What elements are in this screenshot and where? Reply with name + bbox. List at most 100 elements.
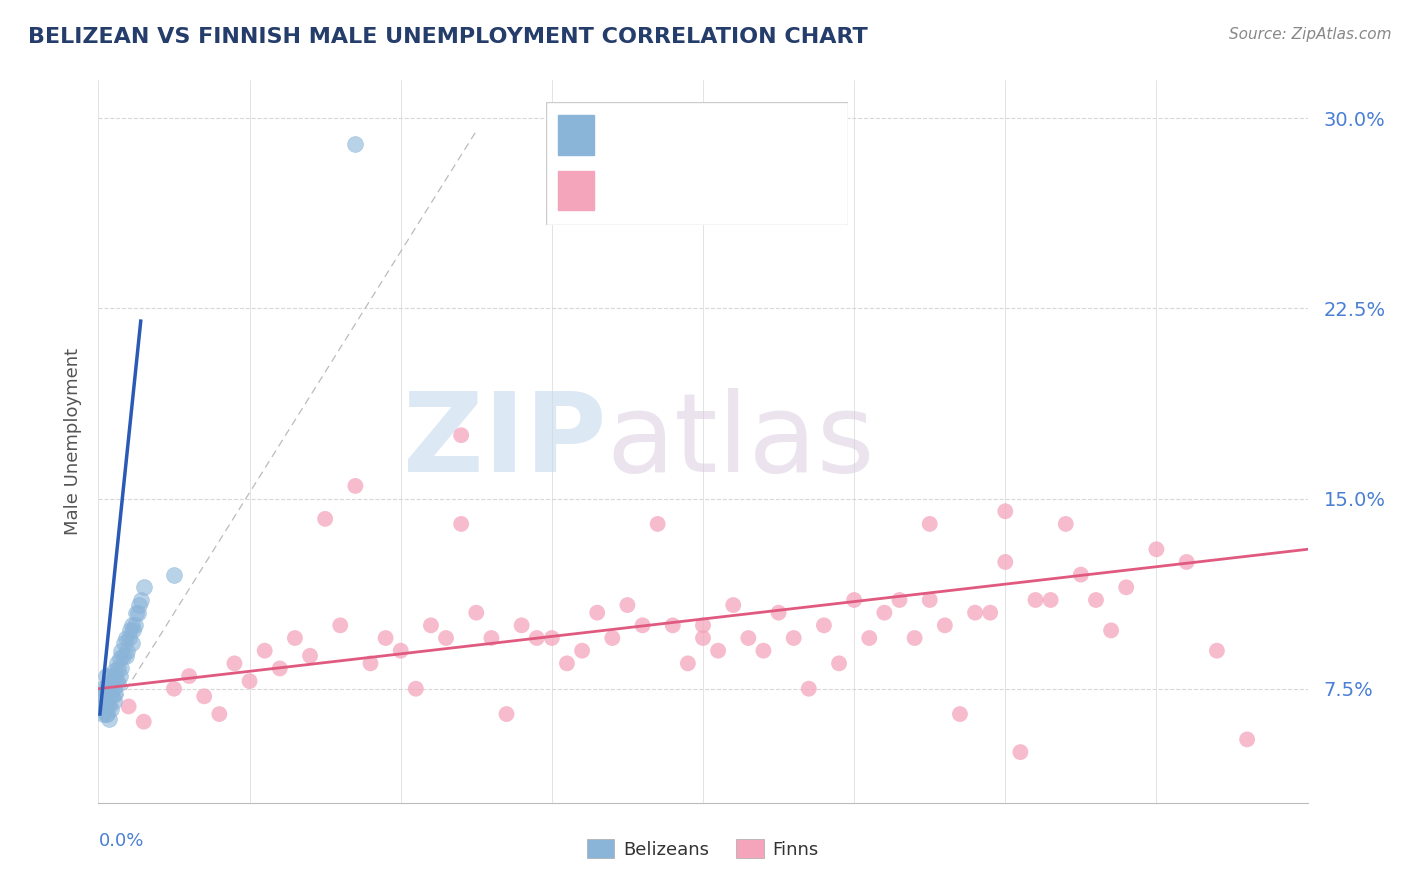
Point	[114, 648, 136, 663]
Point	[103, 694, 125, 708]
Point	[481, 631, 503, 645]
Point	[450, 516, 472, 531]
Point	[104, 669, 127, 683]
Text: atlas: atlas	[606, 388, 875, 495]
Point	[540, 631, 562, 645]
Point	[100, 669, 122, 683]
Point	[118, 699, 141, 714]
Point	[510, 618, 533, 632]
Point	[723, 598, 745, 612]
Point	[103, 664, 125, 678]
Point	[115, 643, 138, 657]
Point	[125, 606, 148, 620]
Point	[450, 428, 472, 442]
Point	[586, 606, 609, 620]
Y-axis label: Male Unemployment: Male Unemployment	[63, 348, 82, 535]
Point	[91, 694, 114, 708]
Point	[94, 684, 117, 698]
Point	[918, 516, 941, 531]
Point	[1039, 593, 1062, 607]
Point	[844, 593, 866, 607]
Point	[495, 707, 517, 722]
Point	[994, 555, 1017, 569]
Point	[105, 674, 128, 689]
Point	[239, 674, 262, 689]
Point	[314, 512, 336, 526]
Point	[676, 657, 699, 671]
Point	[132, 714, 155, 729]
Point	[163, 681, 186, 696]
Point	[90, 681, 112, 696]
Point	[1144, 542, 1167, 557]
Point	[111, 648, 134, 663]
Point	[555, 657, 578, 671]
Point	[918, 593, 941, 607]
Point	[127, 606, 149, 620]
Point	[91, 707, 114, 722]
Point	[118, 631, 141, 645]
Point	[94, 707, 117, 722]
Point	[100, 702, 122, 716]
Point	[108, 669, 131, 683]
Point	[797, 681, 820, 696]
Point	[132, 580, 155, 594]
Point	[571, 643, 593, 657]
Legend: Belizeans, Finns: Belizeans, Finns	[581, 832, 825, 866]
Point	[737, 631, 759, 645]
Point	[100, 687, 122, 701]
Point	[121, 636, 143, 650]
Point	[121, 618, 143, 632]
Point	[602, 631, 624, 645]
Point	[94, 669, 117, 683]
Point	[1054, 516, 1077, 531]
Point	[193, 690, 215, 704]
Point	[224, 657, 246, 671]
Point	[110, 661, 132, 675]
Point	[96, 679, 118, 693]
Point	[692, 618, 714, 632]
Text: BELIZEAN VS FINNISH MALE UNEMPLOYMENT CORRELATION CHART: BELIZEAN VS FINNISH MALE UNEMPLOYMENT CO…	[28, 27, 868, 46]
Point	[360, 657, 382, 671]
Point	[1010, 745, 1032, 759]
Point	[110, 643, 132, 657]
Point	[752, 643, 775, 657]
Point	[124, 618, 146, 632]
Point	[979, 606, 1001, 620]
Point	[299, 648, 322, 663]
Point	[98, 712, 121, 726]
Point	[873, 606, 896, 620]
Point	[96, 694, 118, 708]
Point	[949, 707, 972, 722]
Point	[101, 690, 124, 704]
Point	[1175, 555, 1198, 569]
Point	[128, 598, 150, 612]
Point	[1070, 567, 1092, 582]
Point	[269, 661, 291, 675]
Text: Source: ZipAtlas.com: Source: ZipAtlas.com	[1229, 27, 1392, 42]
Point	[1085, 593, 1108, 607]
Point	[105, 657, 128, 671]
Point	[783, 631, 806, 645]
Point	[107, 676, 129, 690]
Point	[108, 651, 131, 665]
Point	[120, 624, 142, 638]
Point	[1099, 624, 1122, 638]
Point	[114, 631, 136, 645]
Point	[112, 636, 135, 650]
Point	[934, 618, 956, 632]
Point	[208, 707, 231, 722]
Point	[122, 624, 145, 638]
Point	[129, 593, 152, 607]
Point	[692, 631, 714, 645]
Point	[858, 631, 880, 645]
Point	[344, 136, 367, 151]
Point	[179, 669, 201, 683]
Point	[93, 690, 115, 704]
Point	[1206, 643, 1229, 657]
Point	[405, 681, 427, 696]
Point	[344, 479, 367, 493]
Point	[420, 618, 443, 632]
Point	[98, 699, 121, 714]
Point	[813, 618, 835, 632]
Point	[994, 504, 1017, 518]
